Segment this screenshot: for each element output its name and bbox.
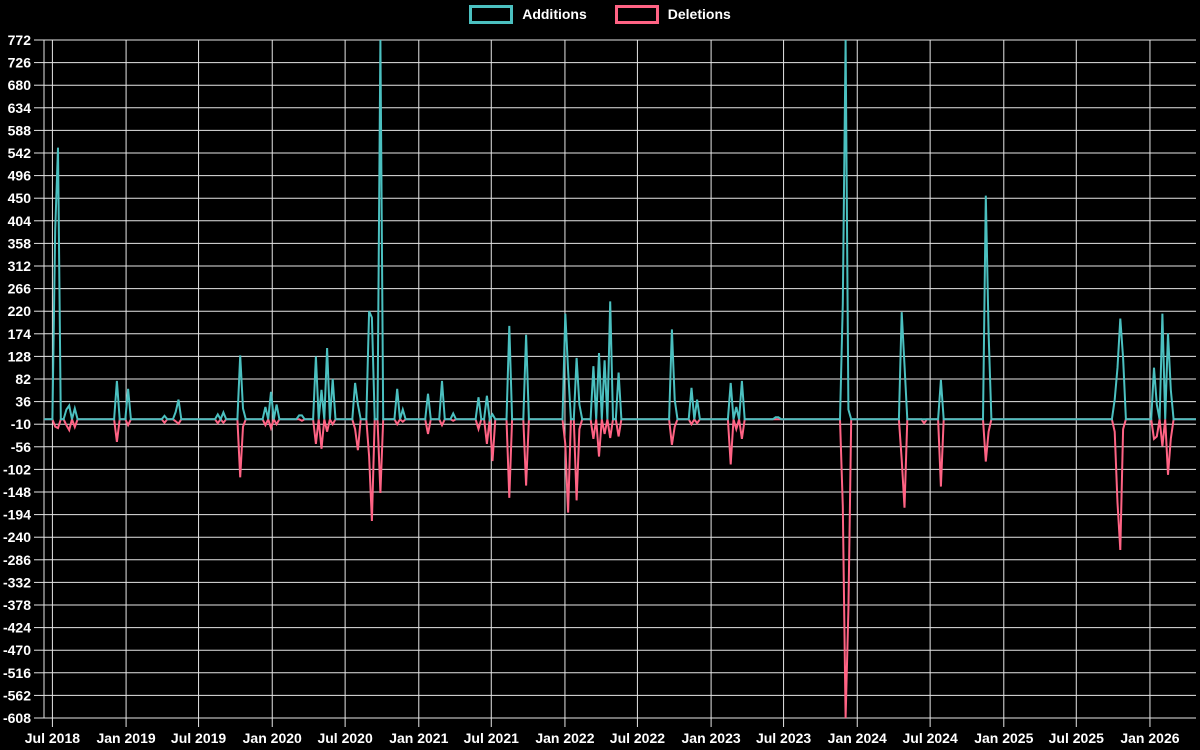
x-axis-tick-label: Jul 2018 (25, 730, 80, 746)
y-axis-tick-label: -608 (3, 710, 31, 726)
y-axis-tick-label: 404 (8, 213, 32, 229)
y-axis-tick-label: -194 (3, 507, 31, 523)
legend-label-deletions: Deletions (667, 6, 731, 22)
legend-item-deletions[interactable]: Deletions (614, 4, 731, 24)
legend-label-additions: Additions (522, 6, 587, 22)
y-axis-tick-label: -562 (3, 687, 31, 703)
y-axis-tick-label: -56 (11, 439, 31, 455)
x-axis-tick-label: Jan 2023 (682, 730, 741, 746)
additions-line (44, 39, 1196, 423)
y-axis-tick-label: 36 (15, 394, 31, 410)
x-axis-tick-label: Jan 2020 (243, 730, 302, 746)
y-axis-tick-label: -516 (3, 665, 31, 681)
chart-legend: Additions Deletions (0, 4, 1200, 24)
x-axis-tick-label: Jul 2021 (464, 730, 519, 746)
x-axis-tick-label: Jul 2019 (171, 730, 226, 746)
y-axis-tick-label: 726 (8, 55, 32, 71)
y-axis-tick-label: 312 (8, 258, 32, 274)
y-axis-tick-label: -424 (3, 620, 31, 636)
y-axis-tick-label: 266 (8, 281, 32, 297)
y-axis-tick-label: 220 (8, 303, 32, 319)
y-axis-tick-label: -470 (3, 642, 31, 658)
y-axis-tick-label: -148 (3, 484, 31, 500)
additions-swatch-icon (469, 4, 514, 24)
x-axis-tick-label: Jul 2023 (756, 730, 811, 746)
x-axis-tick-label: Jul 2020 (317, 730, 372, 746)
y-axis-tick-label: 174 (8, 326, 32, 342)
y-axis-tick-label: 496 (8, 168, 32, 184)
y-axis-tick-label: 772 (8, 32, 32, 48)
y-axis-tick-label: 450 (8, 190, 32, 206)
y-axis-tick-label: 680 (8, 77, 32, 93)
y-axis-tick-label: 128 (8, 348, 32, 364)
x-axis-tick-label: Jan 2022 (535, 730, 594, 746)
y-axis-tick-label: 542 (8, 145, 32, 161)
y-axis-tick-label: -332 (3, 574, 31, 590)
y-axis-tick-label: 634 (8, 100, 32, 116)
y-axis-tick-label: -240 (3, 529, 31, 545)
y-axis-tick-label: 588 (8, 122, 32, 138)
x-axis-tick-label: Jan 2019 (96, 730, 155, 746)
deletions-swatch-icon (614, 4, 659, 24)
x-axis-tick-label: Jul 2025 (1049, 730, 1104, 746)
x-axis-tick-label: Jul 2022 (610, 730, 665, 746)
x-axis-tick-label: Jan 2024 (828, 730, 887, 746)
y-axis-tick-label: -10 (11, 416, 31, 432)
x-axis-tick-label: Jan 2026 (1120, 730, 1179, 746)
x-axis-tick-label: Jan 2025 (974, 730, 1033, 746)
legend-item-additions[interactable]: Additions (469, 4, 587, 24)
x-axis-tick-label: Jan 2021 (389, 730, 448, 746)
y-axis-tick-label: 358 (8, 235, 32, 251)
x-axis-tick-label: Jul 2024 (902, 730, 957, 746)
y-axis-tick-label: -378 (3, 597, 31, 613)
y-axis-tick-label: 82 (15, 371, 31, 387)
y-axis-tick-label: -286 (3, 552, 31, 568)
y-axis-tick-label: -102 (3, 461, 31, 477)
